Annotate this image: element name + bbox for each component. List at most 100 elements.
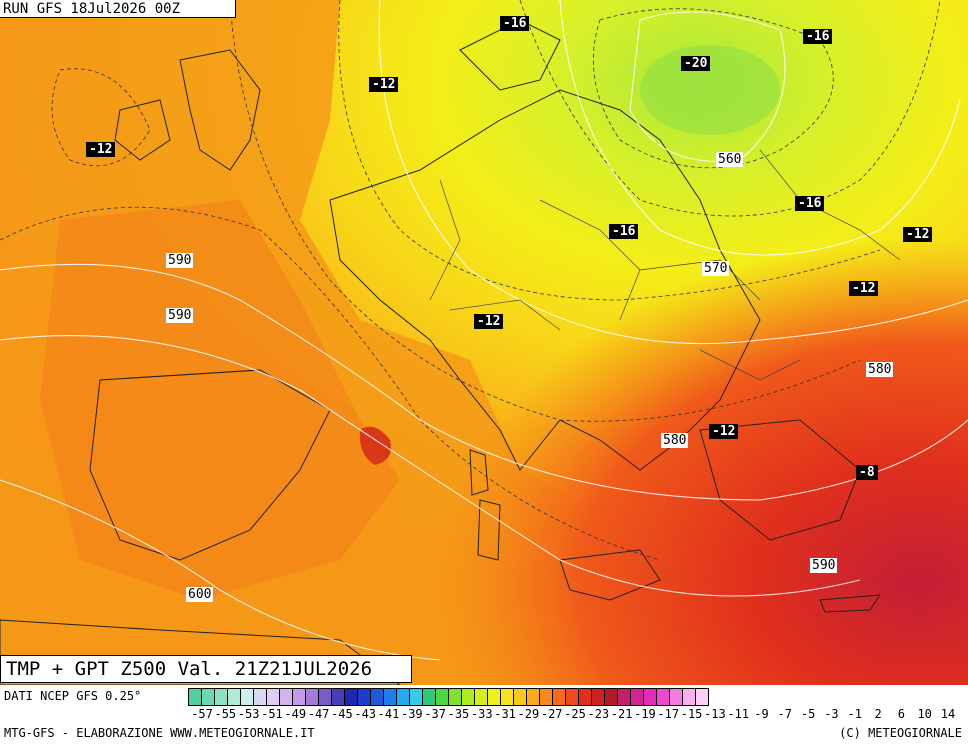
color-swatch [696,689,708,705]
temp-label: -8 [856,465,878,480]
color-swatch [566,689,579,705]
geopotential-label: 590 [166,253,194,268]
color-swatch [501,689,514,705]
color-scale-tick: -25 [564,707,586,721]
color-swatch [683,689,696,705]
temp-label: -16 [803,29,833,44]
temp-label: -20 [681,56,711,71]
color-swatch [189,689,202,705]
color-scale-tick: -51 [261,707,283,721]
color-scale-tick: -49 [284,707,307,721]
color-swatch [423,689,436,705]
hot-southeast-region [0,0,968,685]
color-swatch [280,689,293,705]
color-scale-tick: -3 [824,707,839,721]
color-scale-tick: -5 [800,707,816,721]
color-swatch [306,689,319,705]
geopotential-label: 580 [661,433,689,448]
weather-map [0,0,968,685]
color-swatch [345,689,358,705]
color-swatch [241,689,254,705]
temp-label: -12 [474,314,504,329]
color-scale-tick: -17 [657,707,680,721]
color-swatch [215,689,228,705]
geopotential-label: 560 [716,152,744,167]
color-swatch [436,689,449,705]
color-scale-tick: -43 [354,707,377,721]
color-swatch [293,689,306,705]
color-scale-tick: -21 [610,707,633,721]
color-swatch [332,689,345,705]
color-scale-tick: -29 [517,707,540,721]
run-info: RUN GFS 18Jul2026 00Z [0,0,236,18]
color-scale-tick: 10 [917,707,932,721]
color-scale-tick: -9 [754,707,769,721]
geopotential-label: 580 [866,362,894,377]
color-scale-tick: -41 [377,707,400,721]
cold-core [640,45,780,135]
color-swatch [319,689,332,705]
color-swatch [462,689,475,705]
color-scale-tick: -33 [470,707,493,721]
temp-label: -12 [849,281,879,296]
credit-text: MTG-GFS - ELABORAZIONE WWW.METEOGIORNALE… [4,726,315,740]
geopotential-label: 600 [186,587,214,602]
map-title: TMP + GPT Z500 Val. 21Z21JUL2026 [0,655,412,683]
color-swatch [228,689,241,705]
color-swatch [605,689,618,705]
color-swatch [644,689,657,705]
color-scale-tick: -7 [777,707,793,721]
color-scale-tick: 6 [897,707,905,721]
geopotential-contours [0,0,968,660]
color-swatch [631,689,644,705]
color-swatch [553,689,566,705]
color-swatch [527,689,540,705]
color-scale-tick: -35 [447,707,470,721]
color-scale-tick: -53 [237,707,260,721]
geopotential-label: 570 [702,261,730,276]
temp-label: -12 [903,227,933,242]
color-scale-tick: -45 [331,707,353,721]
geopotential-label: 590 [166,308,194,323]
border-lines [429,149,901,381]
color-scale-tick: -1 [847,707,862,721]
color-swatch [618,689,631,705]
color-scale-tick: -37 [424,707,446,721]
color-swatch [358,689,371,705]
color-swatch [384,689,397,705]
color-swatch [670,689,683,705]
color-swatch [202,689,215,705]
color-scale-tick: -31 [494,707,516,721]
color-scale-ticks: -57 -55 -53 -51 -49 -47 -45 -43 -41 -39 -37 -35 -33-… [188,707,968,723]
color-scale-tick: -55 [214,707,237,721]
color-scale-tick: -27 [540,707,563,721]
color-scale-tick: -19 [634,707,656,721]
color-scale-tick: -11 [727,707,750,721]
color-swatch [514,689,527,705]
color-scale-tick: -15 [680,707,703,721]
color-swatch [254,689,267,705]
color-swatch [657,689,670,705]
color-scale [188,688,709,706]
color-scale-tick: 2 [874,707,882,721]
color-swatch [449,689,462,705]
color-swatch [488,689,501,705]
color-swatch [579,689,592,705]
temperature-isotherms [0,0,941,561]
color-swatch [397,689,410,705]
temp-label: -12 [86,142,116,157]
temp-label: -16 [500,16,530,31]
color-scale-tick: -39 [400,707,423,721]
color-scale-tick: -57 [191,707,213,721]
color-swatch [475,689,488,705]
temp-label: -12 [709,424,739,439]
temp-label: -16 [609,224,639,239]
color-scale-tick: -13 [704,707,726,721]
temp-label: -12 [369,77,399,92]
data-source: DATI NCEP GFS 0.25° [4,689,142,703]
temp-label: -16 [795,196,825,211]
color-swatch [410,689,423,705]
color-scale-tick: -23 [587,707,610,721]
copyright-text: (C) METEOGIORNALE [839,726,962,740]
color-scale-tick: -47 [307,707,330,721]
